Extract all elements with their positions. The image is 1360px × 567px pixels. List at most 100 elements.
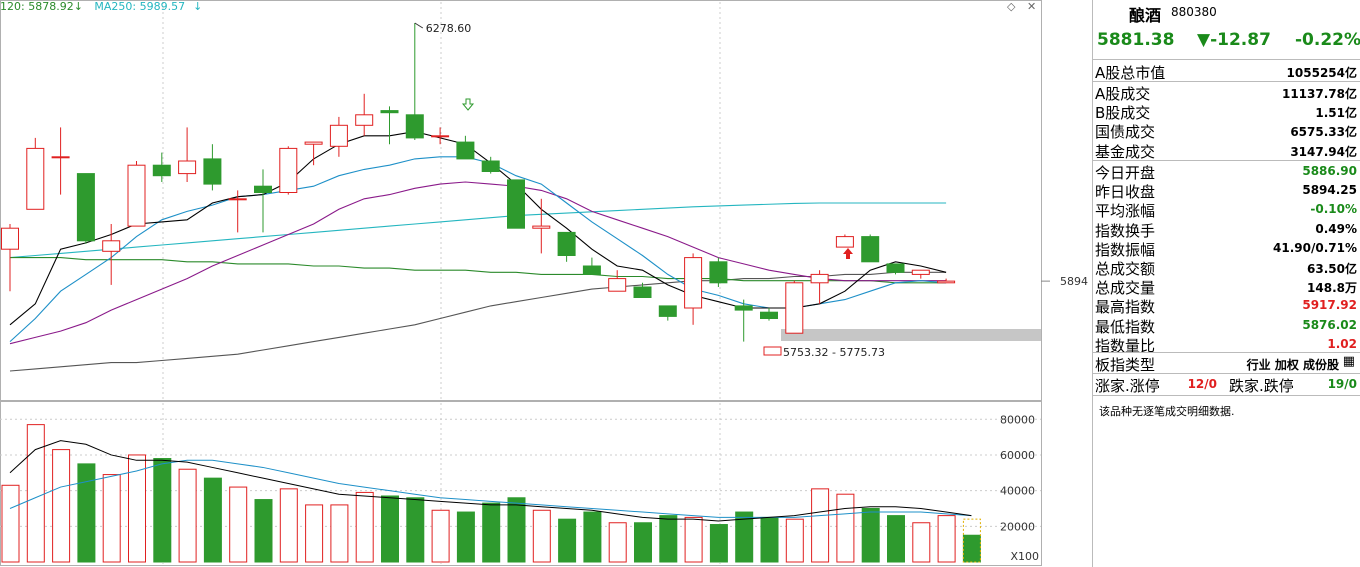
stat-row: 昨日收盘 5894.25 — [1095, 180, 1357, 202]
volume-bar — [532, 509, 551, 563]
stat-value: 63.50亿 — [1307, 262, 1357, 276]
turnover-value: 3147.94亿 — [1290, 144, 1357, 159]
candle-body — [911, 269, 930, 275]
divider — [1093, 373, 1360, 374]
volume-bar — [558, 518, 577, 563]
turnover-row: B股成交 1.51亿 — [1095, 101, 1357, 123]
ma20-legend: 120: 5878.92 — [0, 0, 74, 13]
category-links[interactable]: 行业 加权 成份股 — [1246, 358, 1339, 372]
price-change: ▼-12.87 — [1197, 30, 1271, 50]
candle-body — [734, 305, 753, 311]
volume-bar — [937, 515, 956, 563]
volume-bar — [254, 499, 273, 563]
candle-body — [405, 114, 424, 139]
volume-forecast-bar — [962, 518, 981, 563]
market-cap-row: A股总市值 1055254亿 — [1095, 61, 1357, 82]
volume-bar — [962, 534, 981, 563]
stat-label: 平均涨幅 — [1095, 202, 1156, 221]
ma-legend: 120: 5878.92↓ MA250: 5989.57 ↓ — [0, 0, 202, 14]
candle-body — [507, 179, 525, 229]
candle-body — [127, 164, 146, 227]
volume-bar — [836, 493, 855, 563]
stat-label: 昨日收盘 — [1095, 183, 1156, 202]
turnover-row: A股成交 11137.78亿 — [1095, 82, 1357, 103]
turnover-label: A股成交 — [1095, 85, 1151, 103]
stat-label: 总成交额 — [1095, 260, 1156, 278]
candle-body — [26, 147, 45, 210]
no-tick-data-note: 该品种无逐笔成交明细数据. — [1099, 405, 1235, 418]
ma5-line — [9, 131, 947, 326]
candle-body — [355, 114, 374, 126]
stat-label: 指数振幅 — [1095, 240, 1156, 259]
volume-bar — [735, 511, 754, 563]
volume-bar — [861, 507, 880, 563]
candle-body — [532, 225, 551, 229]
sell-signal-arrow-icon — [461, 98, 475, 111]
volume-bar — [178, 468, 197, 563]
volume-bar — [507, 497, 526, 563]
stat-row: 指数振幅 41.90/0.71% — [1095, 238, 1357, 259]
stat-value: 5886.90 — [1302, 164, 1357, 178]
candle-body — [760, 311, 778, 320]
volume-bar — [912, 522, 931, 563]
breadth-row: 涨家.涨停 12/0 跌家.跌停 19/0 — [1095, 374, 1357, 395]
candle-body — [1, 227, 19, 250]
volume-bar — [26, 424, 45, 563]
turnover-value: 11137.78亿 — [1281, 87, 1357, 101]
volume-bar — [709, 524, 728, 563]
stat-label: 最高指数 — [1095, 298, 1156, 317]
stat-row: 最高指数 5917.92 — [1095, 295, 1357, 317]
stat-row: 总成交额 63.50亿 — [1095, 257, 1357, 278]
candle-body — [684, 257, 703, 309]
volume-bar — [887, 515, 905, 563]
candle-body — [861, 236, 880, 263]
candle-body — [431, 135, 450, 138]
candle-body — [178, 160, 197, 175]
candle-body — [582, 265, 601, 275]
kline-svg[interactable]: 80000 60000 40000 20000 X100 5894 6278.60 5753.… — [0, 0, 1092, 567]
low-annotation: 5753.32 - 5775.73 — [783, 346, 885, 359]
candle-body — [481, 160, 500, 172]
category-row: 板指类型 行业 加权 成份股 ▦ — [1095, 353, 1357, 374]
candle-body — [152, 164, 171, 177]
volume-panel-frame — [0, 401, 1042, 566]
close-icon[interactable]: ✕ — [1027, 0, 1037, 13]
chip-distribution-band — [781, 329, 1041, 341]
candle-body — [203, 158, 222, 185]
candle-body — [456, 141, 475, 160]
candle-body — [304, 141, 323, 145]
diamond-icon[interactable]: ◇ — [1007, 0, 1016, 13]
kline-chart[interactable]: 80000 60000 40000 20000 X100 5894 6278.60 5753.… — [0, 0, 1092, 567]
volume-ma-short-line — [9, 440, 972, 522]
divider — [1093, 395, 1360, 396]
volume-bar — [128, 454, 146, 563]
price-panel-frame — [0, 0, 1042, 401]
up-count-value: 12/0 — [1187, 377, 1217, 391]
ma120-line — [9, 271, 947, 372]
volume-bar — [431, 509, 450, 563]
volume-bar — [203, 477, 222, 563]
stat-label: 指数量比 — [1095, 336, 1156, 355]
candle-body — [886, 263, 905, 273]
candle-body — [51, 156, 70, 159]
volume-bar — [102, 474, 121, 563]
volume-tick-label: 80000 — [1000, 413, 1035, 426]
ma250-line — [9, 202, 947, 259]
volume-bar — [381, 495, 399, 563]
high-annotation: 6278.60 — [426, 22, 472, 35]
stat-label: 指数换手 — [1095, 221, 1156, 240]
volume-bar — [406, 497, 425, 563]
grid-icon[interactable]: ▦ — [1342, 354, 1355, 369]
divider — [1093, 160, 1360, 161]
divider — [1093, 59, 1360, 60]
stat-row: 今日开盘 5886.90 — [1095, 161, 1357, 182]
volume-bar — [482, 502, 501, 563]
market-cap-value: 1055254亿 — [1286, 66, 1357, 80]
candle-body — [709, 261, 728, 284]
turnover-label: B股成交 — [1095, 104, 1151, 123]
volume-unit-label: X100 — [1010, 550, 1039, 563]
volume-tick-label: 60000 — [1000, 449, 1035, 462]
candle-body — [254, 185, 272, 193]
ma250-down-arrow-icon: ↓ — [193, 0, 203, 13]
stat-row: 指数换手 0.49% — [1095, 219, 1357, 240]
